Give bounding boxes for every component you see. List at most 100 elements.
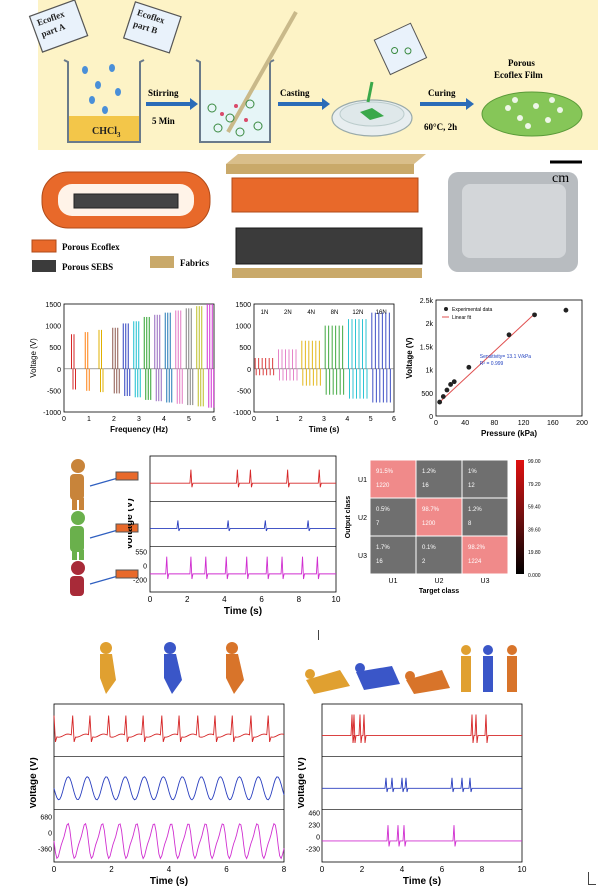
- x-axis-label: Time (s): [309, 425, 340, 434]
- x-tick-label: 6: [440, 865, 445, 874]
- x-tick-label: 2: [112, 416, 116, 423]
- plot-frame: [63, 303, 215, 413]
- cell-count: 1224: [468, 559, 482, 565]
- panel-b-device: cm Porous Ecoflex Porous SEBS Fabrics: [31, 154, 582, 278]
- cell-count: 8: [468, 521, 472, 527]
- force-label: 16N: [376, 310, 387, 316]
- y-tick-label: 550: [135, 550, 147, 557]
- y-tick-label: 500: [421, 391, 433, 398]
- col-label: U1: [389, 578, 398, 585]
- x-tick-label: 6: [212, 416, 216, 423]
- y-axis-label: Voltage (V): [128, 498, 135, 549]
- force-label: 12N: [352, 310, 363, 316]
- step-curing-cond: 60°C, 2h: [424, 122, 457, 132]
- plot-frame: [253, 303, 395, 413]
- x-tick-label: 5: [187, 416, 191, 423]
- cell-percent: 98.2%: [468, 545, 486, 551]
- trace-0: [322, 714, 522, 744]
- chart-pressure: 0 500 1k 1.5k 2k 2.5k 0 40 80 120 160 200 Voltage (V…: [405, 298, 588, 438]
- plot-frame: [149, 455, 337, 593]
- scale-bar-label: cm: [552, 171, 569, 186]
- force-label: 4N: [307, 310, 315, 316]
- y-tick-label: -500: [237, 388, 251, 395]
- data-point: [506, 332, 512, 338]
- force-label: 2N: [284, 310, 292, 316]
- y-tick-label: 460: [308, 810, 320, 817]
- x-tick-label: 6: [392, 416, 396, 423]
- matrix-cell: [369, 459, 417, 499]
- y-axis-label: Voltage (V): [29, 338, 38, 378]
- legend-porous-ecoflex: Porous Ecoflex: [62, 242, 120, 252]
- x-tick-label: 0: [52, 865, 57, 874]
- x-axis-label: Time (s): [403, 876, 441, 887]
- ecoflex-part-b-bottle: Ecoflex part B: [122, 1, 182, 54]
- x-tick-label: 4: [400, 865, 405, 874]
- legend-experimental: Experimental data: [452, 307, 493, 313]
- y-tick-label: 1500: [235, 302, 251, 309]
- device-loop: [41, 171, 211, 229]
- colorbar-tick: 39.60: [528, 527, 541, 533]
- layer-stack: [226, 154, 426, 278]
- confusion-matrix: 91.5% 1220 1.2% 16 1% 12 0.5% 7 98.7% 1200 1.2% 8 1.…: [345, 459, 541, 595]
- chcl3-label: CHCl3: [92, 126, 121, 139]
- x-tick-label: 2: [109, 865, 114, 874]
- matrix-cell: [461, 497, 509, 537]
- matrix-cell: [461, 459, 509, 499]
- annotation-sensitivity: Sensitivity= 13.1 V/kPa: [480, 354, 531, 360]
- x-tick-label: 2: [299, 416, 303, 423]
- product-line1: Porous: [508, 58, 535, 68]
- matrix-cell: [415, 535, 463, 575]
- y-tick-label: 680: [40, 814, 52, 821]
- x-tick-label: 4: [162, 416, 166, 423]
- x-tick-label: 1: [275, 416, 279, 423]
- colorbar: [516, 460, 524, 574]
- cell-percent: 1%: [468, 469, 477, 475]
- trace-2: [53, 822, 285, 860]
- x-axis-label: Frequency (Hz): [110, 425, 168, 434]
- cell-percent: 1.2%: [422, 469, 436, 475]
- ecoflex-part-a-bottle: Ecoflex part A: [28, 0, 89, 53]
- panel-a-drawing: Ecoflex part A Ecoflex part B CHCl3 Stir…: [28, 0, 583, 143]
- x-tick-label: 2: [185, 595, 190, 604]
- matrix-cell: [369, 535, 417, 575]
- y-tick-label: 1500: [45, 302, 61, 309]
- y-axis-label: Voltage (V): [298, 757, 307, 808]
- separator-mark: [318, 630, 319, 640]
- cell-percent: 91.5%: [376, 469, 394, 475]
- step-time: 5 Min: [152, 116, 175, 126]
- y-axis-label: Output class: [345, 496, 352, 539]
- y-tick-label: -500: [47, 388, 61, 395]
- colorbar-tick: 0.000: [528, 573, 541, 579]
- x-tick-label: 3: [137, 416, 141, 423]
- data-point: [448, 382, 453, 387]
- beaker-mixture: [195, 11, 298, 143]
- chart-gait: 0 2 4 6 8 10 Time (s) Voltage (V)550 0 -200: [128, 455, 341, 617]
- cell-percent: 0.5%: [376, 507, 390, 513]
- chart-force: -1000 -500 0 500 1000 1500 0 1 2 3 4 5 6 Time (s) 1N 2N…: [233, 302, 396, 434]
- cell-count: 12: [468, 483, 475, 489]
- petri-dish: [331, 22, 428, 137]
- y-tick-label: 0: [143, 564, 147, 571]
- cell-percent: 1.7%: [376, 545, 390, 551]
- plot-frame: [53, 703, 285, 863]
- row-label: U3: [358, 553, 367, 560]
- force-label: 8N: [331, 310, 339, 316]
- y-tick-label: 0: [429, 414, 433, 421]
- trace-1: [150, 520, 336, 532]
- x-tick-label: 4: [167, 865, 172, 874]
- y-tick-label: 1000: [235, 324, 251, 331]
- x-tick-label: 5: [369, 416, 373, 423]
- elderly-figures: [70, 459, 139, 596]
- cell-count: 1220: [376, 483, 390, 489]
- y-tick-label: 0: [316, 834, 320, 841]
- cell-percent: 0.1%: [422, 545, 436, 551]
- trace-2: [322, 825, 522, 847]
- y-tick-label: -360: [38, 846, 52, 853]
- matrix-cell: [415, 497, 463, 537]
- annotation-r2: R² = 0.999: [480, 361, 504, 367]
- x-axis-label: Target class: [419, 588, 459, 595]
- y-tick-label: 2.5k: [420, 298, 434, 305]
- cell-count: 16: [422, 483, 429, 489]
- data-point: [437, 399, 443, 405]
- data-point: [451, 379, 457, 385]
